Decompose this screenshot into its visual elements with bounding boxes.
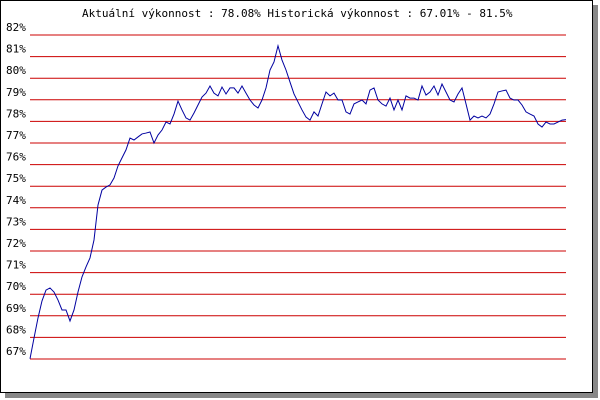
frame xyxy=(0,0,593,393)
y-tick-label: 81% xyxy=(6,43,26,56)
y-tick-label: 70% xyxy=(6,280,26,293)
y-tick-label: 67% xyxy=(6,345,26,358)
y-tick-label: 68% xyxy=(6,323,26,336)
y-tick-label: 80% xyxy=(6,64,26,77)
data-line xyxy=(29,43,567,359)
y-tick-label: 72% xyxy=(6,237,26,250)
y-tick-label: 71% xyxy=(6,259,26,272)
chart-title: Aktuální výkonnost : 78.08% Historická v… xyxy=(82,7,513,20)
y-tick-label: 78% xyxy=(6,107,26,120)
y-tick-label: 79% xyxy=(6,86,26,99)
y-tick-label: 69% xyxy=(6,302,26,315)
y-tick-label: 77% xyxy=(6,129,26,142)
y-tick-label: 75% xyxy=(6,172,26,185)
y-tick-label: 73% xyxy=(6,215,26,228)
y-tick-label: 74% xyxy=(6,194,26,207)
y-tick-label: 76% xyxy=(6,151,26,164)
y-tick-label: 82% xyxy=(6,21,26,34)
